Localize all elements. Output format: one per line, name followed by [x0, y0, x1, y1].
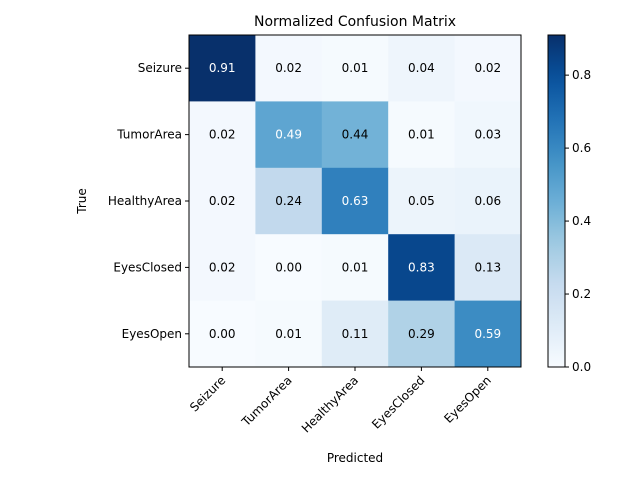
- y-tick-label: EyesOpen: [122, 327, 182, 341]
- cell-value-label: 0.24: [275, 194, 302, 208]
- cell-value-label: 0.44: [342, 128, 369, 142]
- cell-value-label: 0.01: [342, 260, 369, 274]
- x-tick-label: HealthyArea: [299, 373, 361, 435]
- cell-value-label: 0.03: [474, 128, 501, 142]
- cell-value-label: 0.02: [209, 260, 236, 274]
- colorbar-tick-label: 0.6: [572, 141, 591, 155]
- heatmap-cell: [255, 234, 323, 302]
- cell-value-label: 0.83: [408, 260, 435, 274]
- heatmap-cell: [321, 167, 389, 235]
- heatmap-cell: [255, 300, 323, 368]
- y-axis-label: True: [75, 188, 89, 215]
- heatmap-cell: [255, 101, 323, 169]
- heatmap-cell: [454, 167, 522, 235]
- x-tick-label: TumorArea: [238, 373, 294, 429]
- heatmap-cell: [189, 300, 256, 368]
- cell-value-label: 0.01: [342, 61, 369, 75]
- cell-value-label: 0.02: [209, 194, 236, 208]
- heatmap-cell: [189, 35, 256, 102]
- x-tick-label: Seizure: [187, 373, 228, 414]
- y-tick-label: Seizure: [138, 61, 182, 75]
- heatmap-cell: [454, 300, 522, 368]
- y-tick-label: HealthyArea: [108, 194, 182, 208]
- x-axis-label: Predicted: [327, 451, 383, 465]
- cell-value-label: 0.01: [408, 128, 435, 142]
- heatmap-cell: [321, 234, 389, 302]
- cell-value-label: 0.11: [342, 327, 369, 341]
- cell-value-label: 0.00: [209, 327, 236, 341]
- cell-value-label: 0.91: [209, 61, 236, 75]
- cell-value-label: 0.63: [342, 194, 369, 208]
- y-tick-label: TumorArea: [116, 128, 182, 142]
- x-tick-label: EyesOpen: [441, 373, 494, 426]
- cell-value-labels: 0.91 0.02 0.01 0.04 0.02 0.02 0.49 0.44 0.01 0.03…: [209, 61, 501, 341]
- y-axis-ticks: Seizure TumorArea HealthyArea EyesClosed Eye…: [108, 61, 189, 341]
- heatmap-cells: [189, 35, 522, 368]
- heatmap-cell: [454, 101, 522, 169]
- x-axis-ticks: Seizure TumorArea HealthyArea EyesClosed Eye…: [187, 367, 494, 436]
- colorbar-ticks: 0.0 0.2 0.4 0.6 0.8: [565, 68, 591, 374]
- cell-value-label: 0.02: [275, 61, 302, 75]
- colorbar-tick-label: 0.8: [572, 68, 591, 82]
- cell-value-label: 0.49: [275, 128, 302, 142]
- heatmap-cell: [321, 35, 389, 102]
- cell-value-label: 0.05: [408, 194, 435, 208]
- heatmap-cell: [388, 35, 456, 102]
- heatmap-cell: [388, 300, 456, 368]
- heatmap-cell: [189, 234, 256, 302]
- cell-value-label: 0.04: [408, 61, 435, 75]
- colorbar-tick-label: 0.2: [572, 287, 591, 301]
- cell-value-label: 0.06: [474, 194, 501, 208]
- chart-title: Normalized Confusion Matrix: [254, 14, 456, 30]
- heatmap-cell: [454, 234, 522, 302]
- colorbar-tick-label: 0.4: [572, 214, 591, 228]
- x-tick-label: EyesClosed: [369, 373, 427, 431]
- heatmap-cell: [189, 167, 256, 235]
- colorbar: [547, 34, 566, 368]
- heatmap-cell: [388, 234, 456, 302]
- colorbar-tick-label: 0.0: [572, 360, 591, 374]
- cell-value-label: 0.02: [209, 128, 236, 142]
- heatmap-cell: [189, 101, 256, 169]
- cell-value-label: 0.13: [474, 260, 501, 274]
- cell-value-label: 0.01: [275, 327, 302, 341]
- heatmap-cell: [255, 35, 323, 102]
- cell-value-label: 0.59: [474, 327, 501, 341]
- cell-value-label: 0.29: [408, 327, 435, 341]
- heatmap-cell: [255, 167, 323, 235]
- heatmap-cell: [321, 101, 389, 169]
- cell-value-label: 0.00: [275, 260, 302, 274]
- heatmap-cell: [388, 101, 456, 169]
- y-tick-label: EyesClosed: [113, 260, 182, 274]
- cell-value-label: 0.02: [474, 61, 501, 75]
- heatmap-cell: [388, 167, 456, 235]
- heatmap-cell: [321, 300, 389, 368]
- heatmap-cell: [454, 35, 522, 102]
